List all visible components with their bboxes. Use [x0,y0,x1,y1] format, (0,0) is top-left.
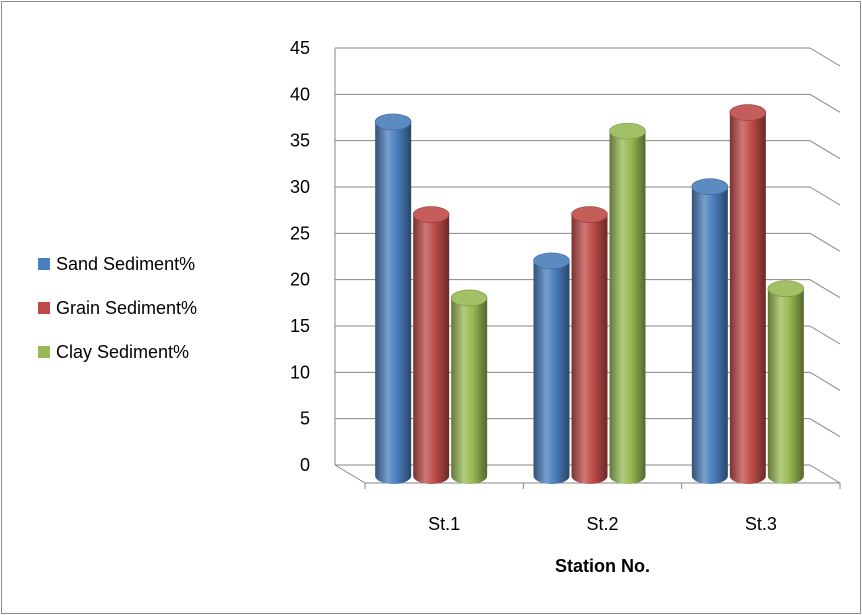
bar-top [609,122,646,140]
bar-body [571,214,608,485]
legend-label: Grain Sediment% [56,298,197,318]
bar-body [375,121,412,484]
bar [412,206,450,485]
y-tick-label: 5 [300,409,310,429]
gridline-depth [809,47,841,67]
legend-swatch [38,302,50,314]
y-tick-label: 45 [290,38,310,58]
y-tick-label: 25 [290,223,310,243]
gridline-depth [809,464,841,484]
x-tick-label: St.3 [745,514,777,534]
bar-body [691,186,728,484]
gridline-depth [809,279,841,299]
legend-label: Clay Sediment% [56,342,189,362]
bar-top [412,206,450,223]
y-tick-label: 15 [290,316,310,336]
floor-left-edge [334,464,366,484]
y-tick-label: 35 [290,131,310,151]
bar-top [767,280,805,297]
bar-top [691,178,729,196]
x-axis [334,464,841,489]
x-tick-label: St.2 [586,514,618,534]
legend-item: Clay Sediment% [38,342,189,362]
x-tick-label: St.1 [428,514,460,534]
legend-label: Sand Sediment% [56,254,195,274]
bar [609,122,646,484]
bar-top [729,104,767,121]
bar [533,252,570,484]
bar [691,178,729,484]
y-tick-label: 0 [300,455,310,475]
gridline-depth [809,140,841,160]
x-axis-label: Station No. [555,556,650,576]
y-tick-label: 40 [290,84,310,104]
legend-item: Grain Sediment% [38,298,197,318]
gridline-depth [809,232,841,252]
legend: Sand Sediment% Grain Sediment% Clay Sedime… [38,254,197,362]
bar-top [374,113,412,131]
bar-top [533,252,570,270]
y-tick-label: 30 [290,177,310,197]
bar-body [609,131,646,484]
category-labels: St.1 St.2 St.3 [428,514,777,534]
legend-swatch [38,258,50,270]
bar [450,289,488,484]
y-tick-label: 20 [290,270,310,290]
bar [374,113,412,484]
gridline-depth [809,93,841,113]
bar-body [451,297,488,484]
y-tick-label: 10 [290,362,310,382]
bar [767,280,805,484]
gridline-depth [809,325,841,345]
bar-body [413,214,450,485]
gridline-depth [809,186,841,206]
y-tick-labels: 0 5 10 15 20 25 30 35 40 45 [290,38,310,475]
bar [571,206,608,485]
legend-swatch [38,346,50,358]
bar-body [533,260,570,484]
legend-item: Sand Sediment% [38,254,195,274]
bar-body [729,112,766,484]
bar-body [767,288,804,484]
bar [729,104,767,484]
gridline-depth [809,371,841,391]
bar-top [571,206,608,223]
gridline-depth [809,418,841,438]
bars [374,104,805,485]
bar-top [450,289,488,307]
